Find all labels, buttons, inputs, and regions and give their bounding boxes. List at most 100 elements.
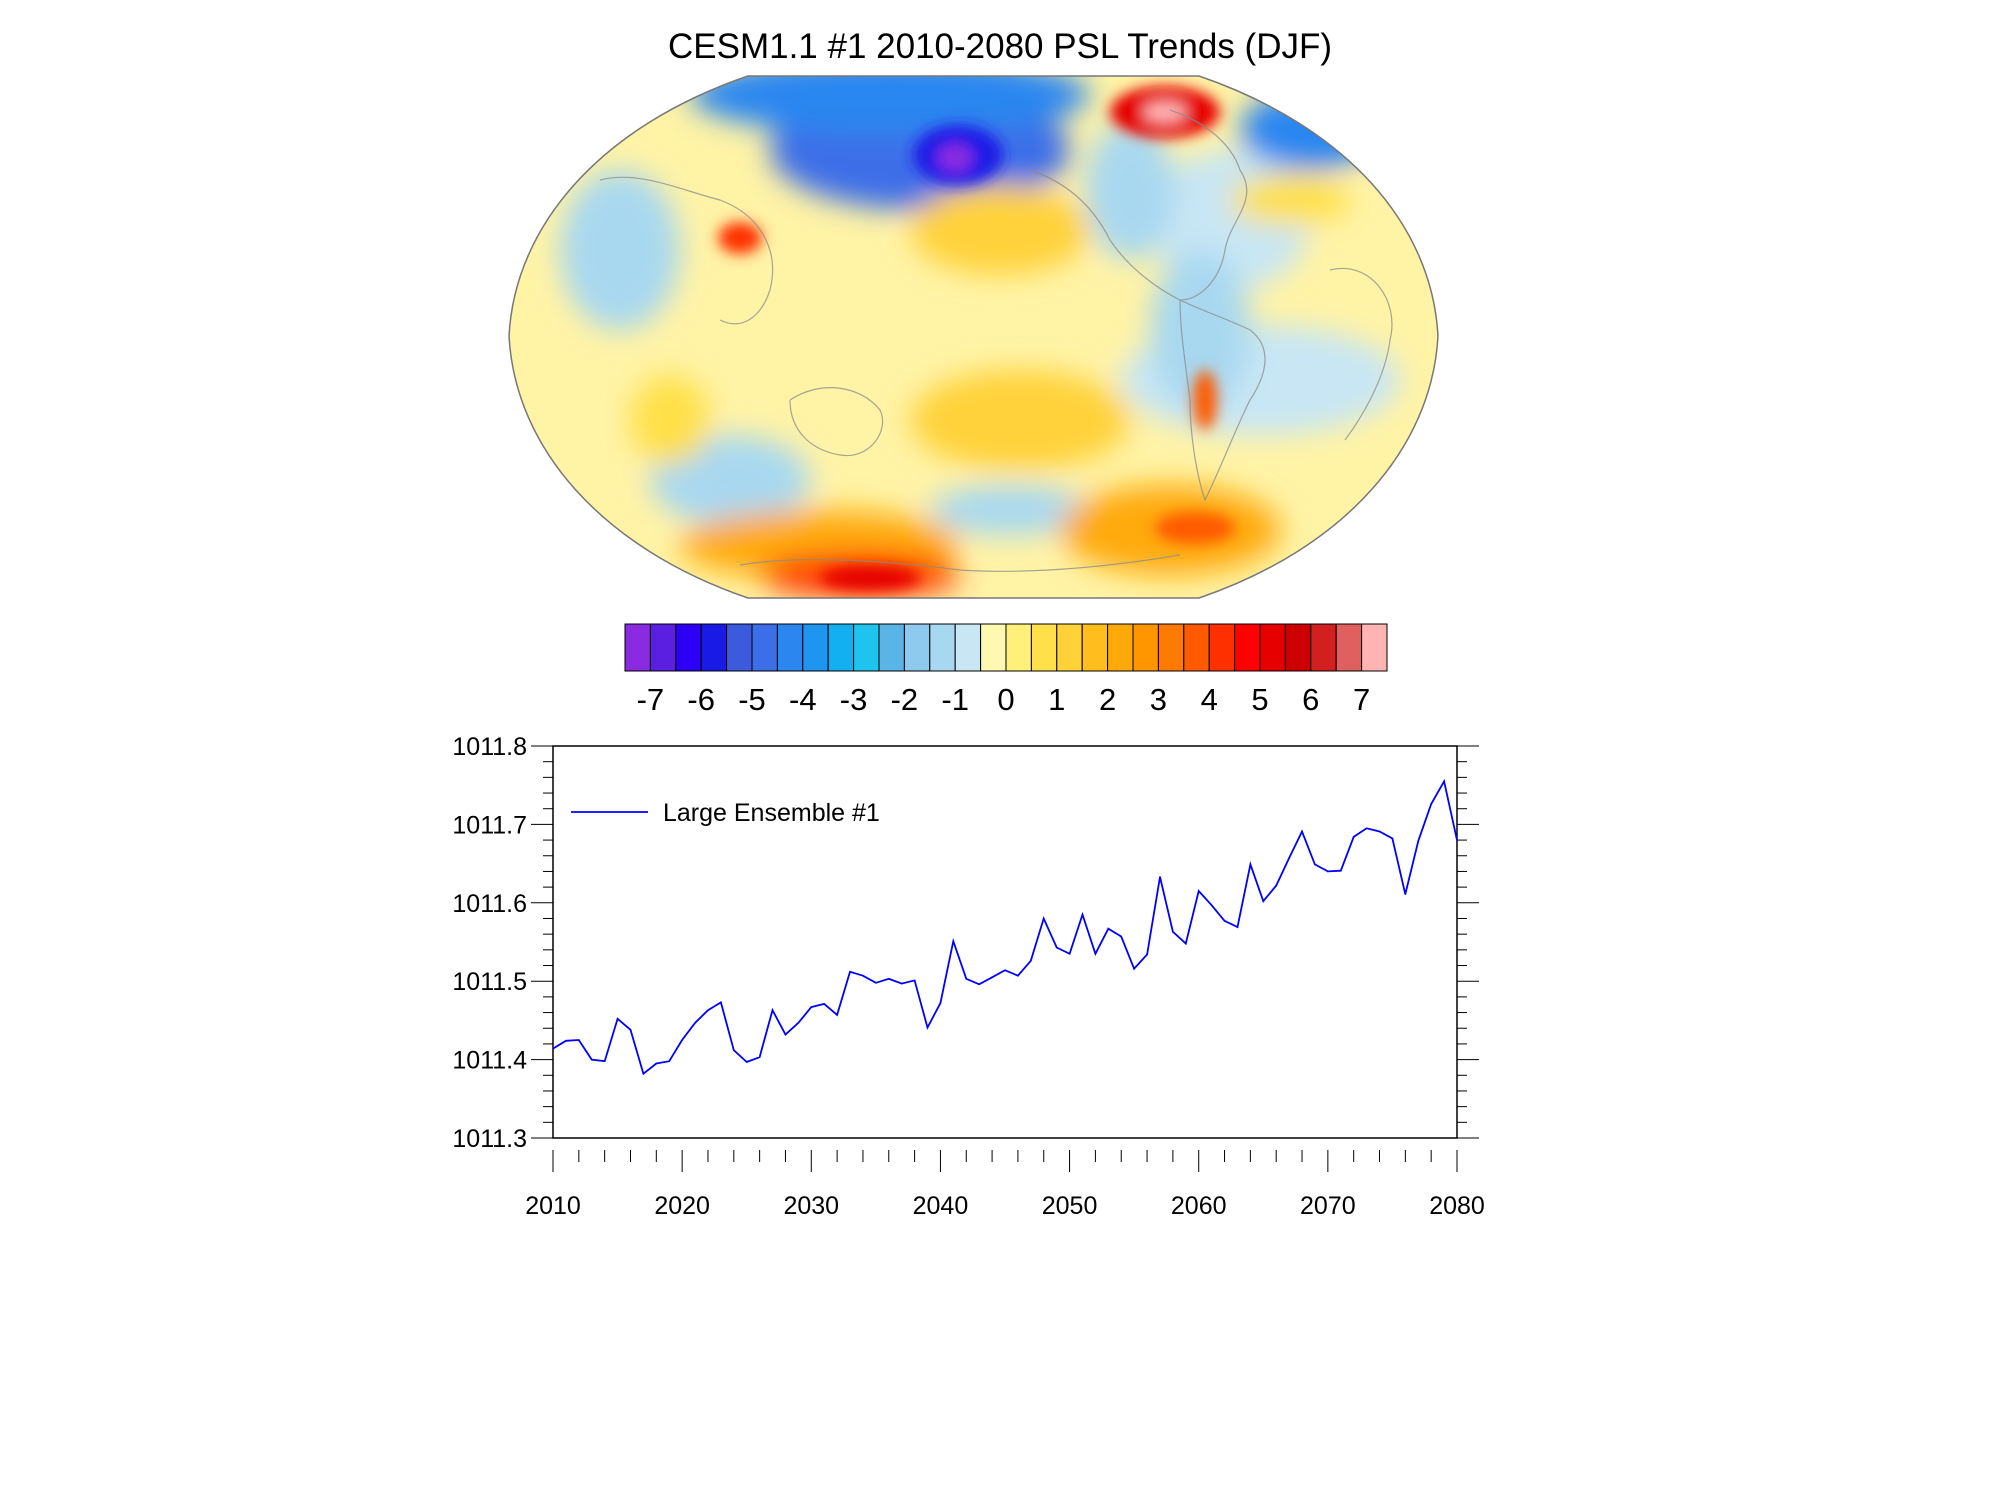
field-south-america-blue bbox=[1150, 250, 1250, 410]
colorbar-label: -7 bbox=[637, 682, 665, 717]
data-point bbox=[1223, 920, 1226, 922]
data-point bbox=[887, 978, 890, 980]
colorbar-box bbox=[1284, 623, 1312, 672]
colorbar-box bbox=[751, 623, 778, 672]
colorbar-box bbox=[1183, 623, 1210, 672]
field-tibet-high bbox=[718, 222, 762, 254]
map-outline bbox=[508, 75, 1439, 599]
field-north-atlantic-high bbox=[1230, 175, 1350, 225]
data-point bbox=[1146, 953, 1148, 956]
field-andes-red bbox=[1193, 370, 1217, 430]
coastlines bbox=[599, 109, 1393, 572]
data-point bbox=[1430, 803, 1432, 805]
data-point bbox=[1172, 931, 1174, 933]
data-point bbox=[965, 978, 968, 980]
data-point bbox=[565, 1039, 567, 1042]
data-point bbox=[1004, 969, 1006, 972]
colorbar-label: 3 bbox=[1150, 682, 1167, 717]
data-point bbox=[1249, 863, 1252, 866]
data-point bbox=[810, 1006, 813, 1008]
data-point bbox=[603, 1060, 606, 1062]
colorbar-label: 7 bbox=[1353, 682, 1370, 717]
data-point bbox=[616, 1018, 619, 1020]
colorbar-box bbox=[878, 623, 905, 672]
colorbar-box bbox=[1208, 623, 1236, 672]
data-point bbox=[1055, 946, 1058, 949]
data-point bbox=[745, 1061, 748, 1063]
y-tick-label: 1011.8 bbox=[452, 733, 527, 761]
data-point bbox=[694, 1021, 696, 1024]
data-point bbox=[1288, 857, 1290, 859]
data-point bbox=[1210, 904, 1213, 906]
y-tick-label: 1011.7 bbox=[452, 811, 527, 839]
colorbar-box bbox=[624, 623, 651, 672]
field-tropical-pacific-high bbox=[910, 370, 1130, 470]
colorbar-box bbox=[1310, 623, 1337, 672]
x-tick-label: 2030 bbox=[783, 1192, 839, 1220]
data-point bbox=[849, 970, 851, 973]
coast-africa bbox=[1329, 267, 1393, 441]
colorbar-box bbox=[700, 623, 728, 672]
data-point bbox=[1185, 942, 1187, 945]
colorbar-label: -3 bbox=[840, 682, 868, 717]
colorbar-box bbox=[954, 623, 982, 672]
colorbar-box bbox=[649, 623, 677, 672]
data-point bbox=[1236, 926, 1239, 928]
colorbar-box bbox=[929, 623, 956, 672]
colorbar-box bbox=[1081, 623, 1109, 672]
data-point bbox=[900, 982, 903, 985]
data-point bbox=[1404, 893, 1407, 895]
data-point bbox=[952, 940, 955, 943]
data-point bbox=[1094, 952, 1097, 955]
line-plot: 1011.3 1011.4 1011.5 1011.6 1011.7 1011.8 2010… bbox=[452, 733, 1484, 1220]
coast-north-america bbox=[1029, 109, 1248, 301]
data-point bbox=[926, 1026, 929, 1029]
colorbar-box bbox=[1030, 623, 1058, 672]
data-point bbox=[1107, 927, 1110, 930]
data-point bbox=[681, 1039, 683, 1041]
colorbar-box bbox=[726, 623, 753, 672]
colorbar-box bbox=[776, 623, 804, 672]
data-point bbox=[1068, 952, 1071, 955]
colorbar-label: 0 bbox=[997, 682, 1014, 717]
field-antarctic-core bbox=[820, 566, 920, 590]
data-point bbox=[655, 1062, 658, 1065]
data-point bbox=[1262, 900, 1265, 903]
colorbar-label: 5 bbox=[1251, 682, 1268, 717]
colorbar-box bbox=[1132, 623, 1159, 672]
x-tick-label: 2070 bbox=[1300, 1192, 1356, 1220]
data-point bbox=[668, 1060, 671, 1062]
data-point bbox=[1391, 837, 1394, 840]
colorbar-box bbox=[675, 623, 702, 672]
colorbar-label: 1 bbox=[1048, 682, 1065, 717]
field-greenland-core bbox=[1143, 102, 1187, 122]
field-indian-ocean-high bbox=[630, 375, 710, 465]
data-point bbox=[784, 1033, 787, 1036]
data-point bbox=[552, 1047, 554, 1050]
x-tick-label: 2060 bbox=[1171, 1192, 1227, 1220]
data-point bbox=[642, 1072, 645, 1075]
data-point bbox=[1339, 869, 1342, 872]
data-point bbox=[1081, 913, 1084, 916]
data-point bbox=[978, 983, 980, 986]
coast-south-america bbox=[1179, 299, 1266, 502]
x-tick-label: 2080 bbox=[1429, 1192, 1485, 1220]
coast-australia bbox=[789, 387, 884, 457]
colorbar-box bbox=[1157, 623, 1185, 672]
legend-label: Large Ensemble #1 bbox=[663, 799, 880, 827]
x-tick-label: 2050 bbox=[1042, 1192, 1098, 1220]
colorbar-box bbox=[853, 623, 880, 672]
data-point bbox=[707, 1009, 709, 1012]
data-point bbox=[629, 1029, 632, 1031]
data-point bbox=[771, 1009, 774, 1012]
data-point bbox=[1417, 840, 1420, 842]
colorbar-box bbox=[1005, 623, 1032, 672]
data-point bbox=[1378, 830, 1381, 833]
data-point bbox=[578, 1039, 580, 1041]
colorbar-label: 4 bbox=[1201, 682, 1218, 717]
data-point bbox=[862, 974, 864, 977]
data-point bbox=[1327, 870, 1329, 873]
map-title: CESM1.1 #1 2010-2080 PSL Trends (DJF) bbox=[668, 27, 1332, 66]
data-point bbox=[1352, 836, 1355, 838]
